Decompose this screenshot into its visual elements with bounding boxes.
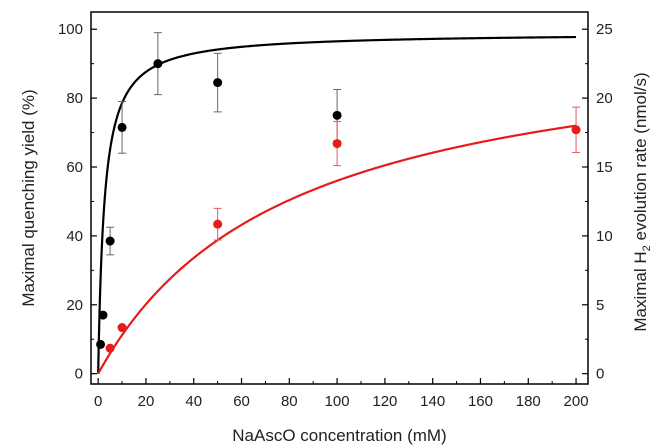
x-tick-label: 180 [516,393,541,410]
x-tick-label: 80 [281,393,298,410]
data-point-series-2 [117,323,127,333]
y-axis-right-title-part1: Maximal H [631,251,650,331]
x-tick-label: 160 [468,393,493,410]
data-point-series-1 [117,122,127,132]
y-left-tick-label: 60 [66,159,83,176]
fit-curves [97,35,577,375]
y-axis-right-title: Maximal H2 evolution rate (nmol/s) [631,72,653,331]
axes: 0 20 40 60 80 100 120 140 160 180 200 0 20 40 60 80 100 0… [58,11,613,410]
x-tick-label: 20 [138,393,155,410]
y-left-tick-label: 100 [58,21,83,38]
x-tick-label: 140 [420,393,445,410]
x-tick-label: 120 [372,393,397,410]
y-left-tick-label: 0 [75,366,83,383]
data-point-series-1 [96,339,106,349]
x-tick-label: 100 [325,393,350,410]
data-point-series-2 [332,139,342,149]
y-right-tick-label: 10 [596,228,613,245]
data-point-series-2 [105,343,115,353]
x-tick-label: 60 [233,393,250,410]
x-tick-label: 200 [564,393,589,410]
x-tick-label: 40 [185,393,202,410]
y-left-tick-label: 80 [66,90,83,107]
data-point-series-2 [571,125,581,135]
y-right-tick-label: 5 [596,297,604,314]
data-points [96,32,581,353]
y-axis-right-title-subscript: 2 [641,245,653,251]
data-point-series-2 [213,219,223,229]
data-point-series-1 [98,310,108,320]
data-point-series-1 [332,110,342,120]
data-point-series-1 [213,78,223,88]
y-axis-right-title-part2: evolution rate (nmol/s) [631,72,650,245]
x-axis-title: NaAscO concentration (mM) [232,426,446,445]
plot-frame [90,11,589,385]
x-tick-label: 0 [94,393,102,410]
y-right-tick-label: 15 [596,159,613,176]
y-axis-left-title: Maximal quenching yield (%) [19,89,38,306]
data-point-series-1 [105,236,115,246]
y-right-tick-label: 25 [596,21,613,38]
y-left-tick-label: 40 [66,228,83,245]
y-right-tick-label: 20 [596,90,613,107]
y-right-tick-label: 0 [596,366,604,383]
data-point-series-1 [153,59,163,69]
fit-curve-series-1 [97,35,577,374]
y-left-tick-label: 20 [66,297,83,314]
